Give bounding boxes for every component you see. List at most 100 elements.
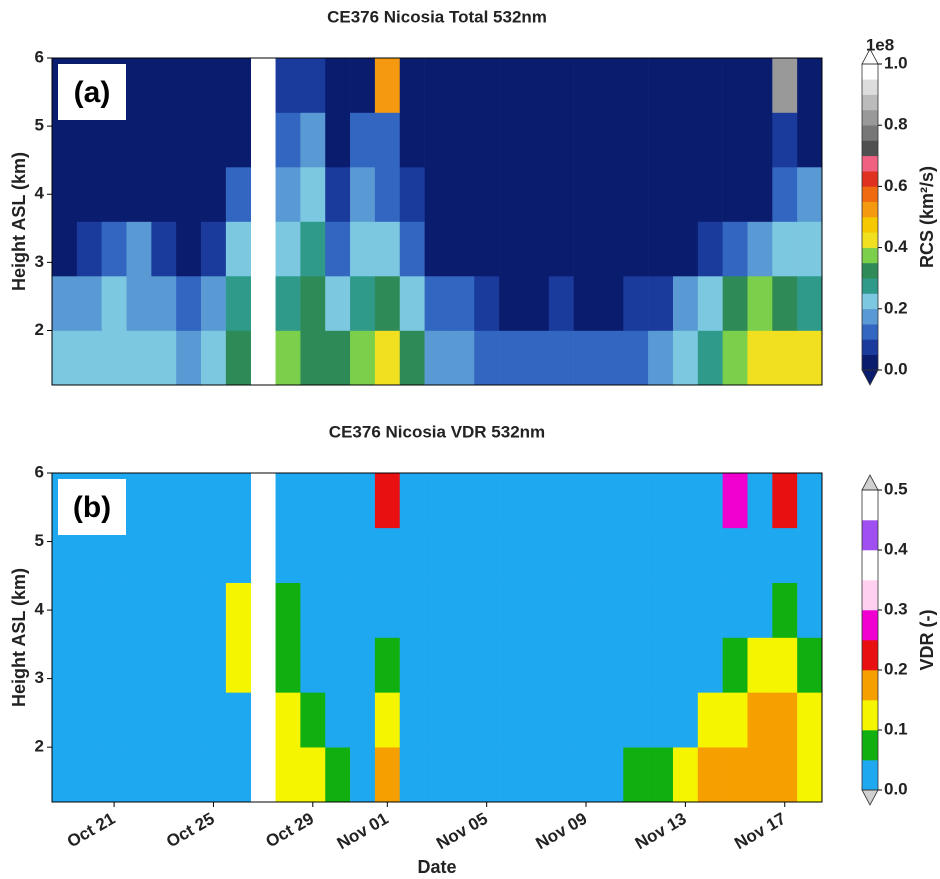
heatmap-cell: [598, 112, 624, 168]
colorbar-band: [862, 171, 878, 187]
colorbar-band: [862, 308, 878, 325]
heatmap-cell: [126, 747, 152, 803]
y-axis-label: Height ASL (km): [9, 152, 29, 291]
heatmap-cell: [499, 692, 525, 748]
colorbar-tick-label: 0.0: [884, 359, 908, 378]
heatmap-cell: [201, 582, 227, 638]
heatmap-cell: [424, 112, 450, 168]
heatmap-cell: [598, 167, 624, 222]
heatmap-cell: [225, 330, 252, 386]
heatmap-cell: [747, 276, 773, 331]
heatmap-cell: [151, 637, 177, 693]
heatmap-cell: [672, 692, 699, 748]
heatmap-cell: [623, 58, 649, 113]
heatmap-cell: [151, 473, 177, 529]
heatmap-cell: [449, 527, 475, 583]
heatmap-cell: [598, 747, 624, 803]
heatmap-cell: [176, 747, 202, 803]
colorbar-band: [862, 580, 878, 611]
colorbar-band: [862, 339, 878, 355]
heatmap-cell: [52, 582, 78, 638]
heatmap-cell: [623, 167, 649, 222]
heatmap-cell: [598, 582, 624, 638]
heatmap-cell: [76, 276, 102, 331]
heatmap-cell: [350, 473, 376, 529]
heatmap-cell: [52, 167, 78, 222]
colorbar-band: [862, 670, 878, 701]
heatmap-cell: [449, 330, 475, 386]
heatmap-cell: [499, 221, 525, 277]
y-tick-label: 6: [35, 462, 44, 481]
heatmap-cell: [300, 473, 326, 529]
colorbar-tick-label: 0.1: [884, 719, 908, 738]
heatmap-cell: [201, 527, 227, 583]
heatmap-cell: [722, 527, 748, 583]
plot-frame: [51, 472, 823, 803]
heatmap-cell: [275, 637, 301, 693]
heatmap-cell: [76, 112, 102, 168]
heatmap-cell: [722, 637, 748, 693]
heatmap-cell: [225, 473, 252, 529]
heatmap-cell: [201, 221, 227, 277]
heatmap-cell: [374, 167, 401, 222]
heatmap-cell: [797, 527, 823, 583]
heatmap-cell: [449, 747, 475, 803]
colorbar-tick-label: 0.2: [884, 298, 908, 317]
heatmap-cell: [697, 58, 723, 113]
heatmap-cell: [523, 747, 550, 803]
heatmap-cell: [598, 58, 624, 113]
colorbar-extend: [861, 474, 879, 491]
colorbar-tick-label: 0.8: [884, 115, 908, 134]
heatmap-cell: [772, 527, 798, 583]
colorbar-band: [862, 640, 878, 671]
heatmap-cell: [399, 473, 425, 529]
heatmap-cell: [126, 637, 152, 693]
heatmap-cell: [548, 58, 574, 113]
panel-label: (b): [73, 491, 111, 524]
heatmap-cell: [573, 221, 599, 277]
heatmap-cell: [374, 58, 401, 113]
heatmap-cell: [151, 58, 177, 113]
heatmap-cell: [573, 112, 599, 168]
heatmap-cell: [424, 692, 450, 748]
heatmap-cell: [449, 637, 475, 693]
heatmap-cell: [797, 692, 823, 748]
heatmap-cell: [300, 167, 326, 222]
heatmap-cell: [797, 276, 823, 331]
heatmap-cell: [399, 527, 425, 583]
heatmap-cell: [697, 276, 723, 331]
heatmap-cell: [449, 112, 475, 168]
colorbar-band: [862, 109, 878, 126]
x-tick-label: Nov 05: [433, 809, 491, 853]
x-tick-label: Nov 13: [632, 809, 690, 853]
heatmap-cell: [201, 276, 227, 331]
heatmap-cell: [126, 692, 152, 748]
heatmap-cell: [499, 747, 525, 803]
heatmap-cell: [523, 221, 550, 277]
heatmap-cell: [623, 582, 649, 638]
heatmap-cell: [648, 276, 674, 331]
heatmap-cell: [648, 527, 674, 583]
heatmap-cell: [300, 747, 326, 803]
heatmap-cell: [697, 527, 723, 583]
y-tick-label: 4: [35, 600, 45, 619]
heatmap-cell: [499, 276, 525, 331]
heatmap-cell: [176, 276, 202, 331]
heatmap-cell: [722, 276, 748, 331]
heatmap-cell: [76, 582, 102, 638]
heatmap-cell: [598, 473, 624, 529]
heatmap-cell: [449, 692, 475, 748]
heatmap-cell: [374, 637, 401, 693]
heatmap-cell: [325, 112, 351, 168]
heatmap-cell: [151, 112, 177, 168]
heatmap-cell: [225, 58, 252, 113]
colorbar-band: [862, 354, 878, 371]
heatmap-cell: [399, 582, 425, 638]
heatmap-cell: [52, 637, 78, 693]
heatmap-cell: [176, 637, 202, 693]
heatmap-cell: [747, 330, 773, 386]
heatmap-cell: [772, 637, 798, 693]
heatmap-cell: [374, 473, 401, 529]
heatmap-cell: [697, 692, 723, 748]
heatmap-cell: [424, 637, 450, 693]
